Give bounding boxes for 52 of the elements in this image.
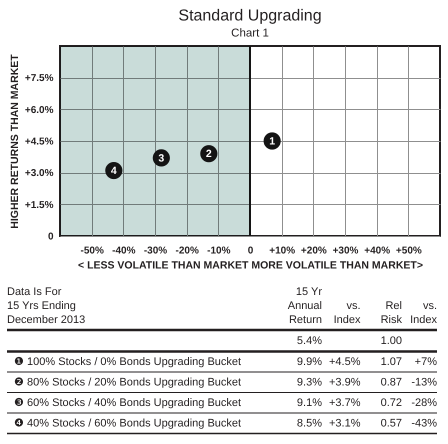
- x-tick-label: -10%: [207, 246, 231, 256]
- x-tick-label: -40%: [112, 246, 136, 256]
- y-axis-title: HIGHER RETURNS THAN MARKET: [8, 54, 21, 229]
- text: ❸ 60% Stocks / 40% Bonds Upgrading Bucket: [14, 396, 242, 409]
- data-label: +3.9%: [329, 376, 361, 388]
- text: Data Is For 15 Yrs Ending December 2013: [7, 286, 86, 326]
- x-tick-label: -50%: [80, 246, 104, 256]
- y-tick-label: +6.0%: [24, 104, 54, 116]
- category-label: vs. Index: [334, 300, 361, 326]
- annotation: 3: [158, 152, 164, 164]
- x-tick-label: +40%: [364, 246, 390, 256]
- y-tick-label: +7.5%: [24, 73, 54, 84]
- annotation: 1: [269, 136, 276, 148]
- data-label: 0.87: [380, 376, 402, 388]
- x-axis-title: < LESS VOLATILE THAN MARKET MORE VOLATILE THAN MARKET>: [78, 260, 423, 272]
- text: ❷ 80% Stocks / 20% Bonds Upgrading Bucket: [14, 376, 242, 388]
- y-tick-label: +3.0%: [24, 168, 54, 180]
- chart-title: Standard Upgrading: [178, 8, 322, 24]
- data-label: -28%: [411, 396, 438, 409]
- data-label: -13%: [411, 376, 438, 388]
- x-tick-label: +30%: [332, 246, 359, 256]
- x-tick-label: +20%: [300, 246, 327, 256]
- x-tick-label: +10%: [269, 246, 296, 256]
- data-label: +3.1%: [329, 417, 361, 430]
- data-label: 1.00: [380, 334, 402, 347]
- chart-subtitle: Chart 1: [231, 28, 269, 40]
- text: ❶ 100% Stocks / 0% Bonds Upgrading Bucket: [14, 356, 242, 368]
- text: ❹ 40% Stocks / 60% Bonds Upgrading Bucket: [14, 417, 242, 430]
- y-tick-label: 0: [48, 232, 54, 242]
- data-label: 9.3%: [296, 376, 322, 388]
- data-label: 0.57: [380, 417, 402, 430]
- annotation: 2: [206, 148, 212, 160]
- data-label: 0.72: [380, 396, 402, 409]
- data-label: 9.1%: [296, 396, 322, 409]
- category-label: Rel Risk: [380, 300, 402, 326]
- x-tick-label: -30%: [144, 246, 168, 256]
- x-tick-label: 0: [248, 246, 254, 256]
- x-tick-label: +50%: [396, 246, 422, 256]
- x-tick-label: -20%: [175, 246, 199, 256]
- data-label: 9.9%: [296, 356, 322, 368]
- annotation: 4: [110, 165, 117, 178]
- data-label: +3.7%: [329, 396, 361, 409]
- y-tick-label: +1.5%: [24, 200, 54, 211]
- data-label: +4.5%: [329, 356, 361, 368]
- data-label: 1.07: [380, 356, 402, 368]
- data-label: -43%: [411, 417, 438, 430]
- data-label: +7%: [414, 356, 438, 368]
- category-label: 15 Yr Annual Return: [288, 286, 322, 326]
- category-label: vs. Index: [410, 300, 438, 326]
- data-label: 5.4%: [296, 334, 322, 347]
- data-label: 8.5%: [296, 417, 322, 430]
- y-tick-label: +4.5%: [24, 136, 54, 148]
